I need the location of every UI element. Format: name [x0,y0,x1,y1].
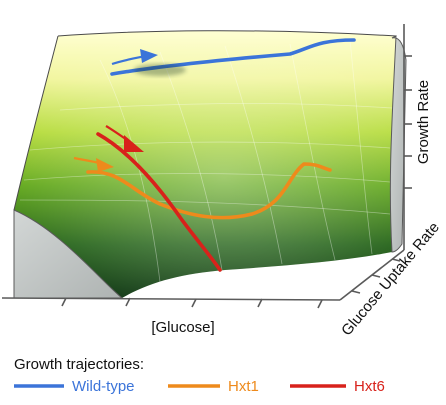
wild-type-arrowhead [140,49,158,63]
surface-grid [19,39,393,283]
legend-label-hxt6: Hxt6 [354,378,385,395]
legend-label-hxt1: Hxt1 [228,378,259,395]
y-axis-label: Growth Rate [415,80,432,164]
x-axis-label: [Glucose] [151,319,214,336]
axis-ticks [61,55,412,309]
hxt6-arrowhead [124,135,144,152]
trajectory-wild-type [110,38,356,76]
legend: Growth trajectories: Wild-type Hxt1 Hxt6 [14,356,385,395]
legend-title: Growth trajectories: [14,356,144,373]
trajectory-hxt1 [73,156,332,220]
fitness-surface [14,30,396,299]
hxt1-arrowhead [96,158,114,172]
legend-label-wild-type: Wild-type [72,378,135,395]
trajectory-hxt6 [96,125,222,272]
